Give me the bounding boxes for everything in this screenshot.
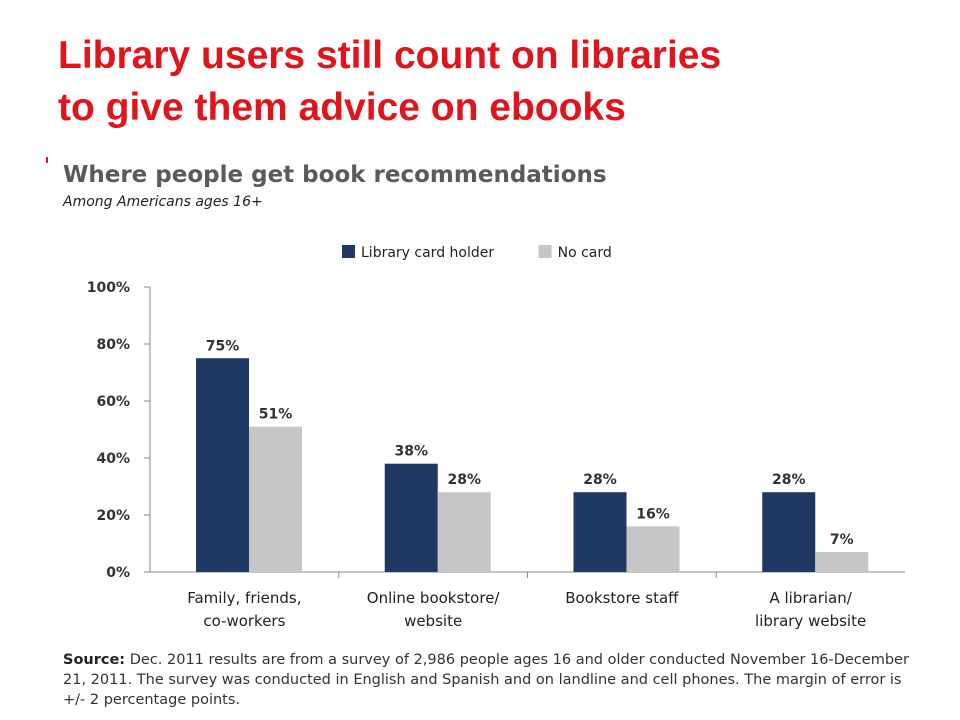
chart-title: Where people get book recommendations: [63, 162, 607, 188]
category-label-3-0: A librarian/: [769, 589, 852, 607]
bar-0-3: [762, 492, 816, 572]
y-tick-label-0: 0%: [106, 565, 130, 581]
y-tick-label-4: 80%: [96, 337, 130, 353]
bar-chart: Library card holder No card 0% 20% 40% 60% 80%…: [87, 245, 905, 630]
chart-panel: Where people get book recommendations Am…: [50, 152, 930, 717]
source-text: Dec. 2011 results are from a survey of 2…: [63, 652, 909, 708]
legend-swatch-1: [538, 245, 552, 258]
category-label-1-0: Online bookstore/: [367, 589, 501, 607]
legend-label-0: Library card holder: [361, 245, 494, 261]
slide-title-line-2: to give them advice on ebooks: [58, 86, 626, 129]
category-label-0-0: Family, friends,: [187, 589, 301, 607]
y-tick-label-2: 40%: [96, 451, 130, 467]
data-label-0-0: 75%: [206, 338, 240, 354]
bar-1-1: [437, 492, 491, 572]
legend-swatch-0: [342, 245, 355, 258]
data-label-1-0: 51%: [259, 407, 293, 423]
category-label-2-0: Bookstore staff: [565, 589, 679, 607]
y-tick-label-1: 20%: [96, 508, 130, 524]
data-label-1-2: 16%: [636, 506, 670, 522]
y-tick-label-5: 100%: [87, 280, 130, 296]
data-label-0-3: 28%: [772, 472, 806, 488]
category-label-1-1: website: [404, 612, 462, 630]
bar-1-2: [626, 526, 680, 572]
category-label-0-1: co-workers: [203, 612, 285, 630]
bar-0-1: [384, 463, 438, 572]
source-note: Source: Dec. 2011 results are from a sur…: [63, 650, 923, 710]
chart-subtitle: Among Americans ages 16+: [63, 194, 263, 210]
legend-label-1: No card: [558, 245, 612, 261]
data-label-0-1: 38%: [394, 444, 428, 460]
category-label-3-1: library website: [755, 612, 866, 630]
bar-0-2: [573, 492, 627, 572]
slide-title: Library users still count on libraries t…: [58, 30, 938, 134]
bar-1-3: [815, 552, 869, 572]
red-edge-mark: [46, 157, 48, 163]
slide-title-line-1: Library users still count on libraries: [58, 34, 722, 77]
data-label-1-1: 28%: [447, 472, 481, 488]
bar-1-0: [249, 426, 302, 572]
y-tick-label-3: 60%: [96, 394, 130, 410]
data-label-0-2: 28%: [583, 472, 617, 488]
data-label-1-3: 7%: [830, 532, 854, 548]
source-label: Source:: [63, 652, 126, 668]
bar-0-0: [196, 358, 249, 572]
